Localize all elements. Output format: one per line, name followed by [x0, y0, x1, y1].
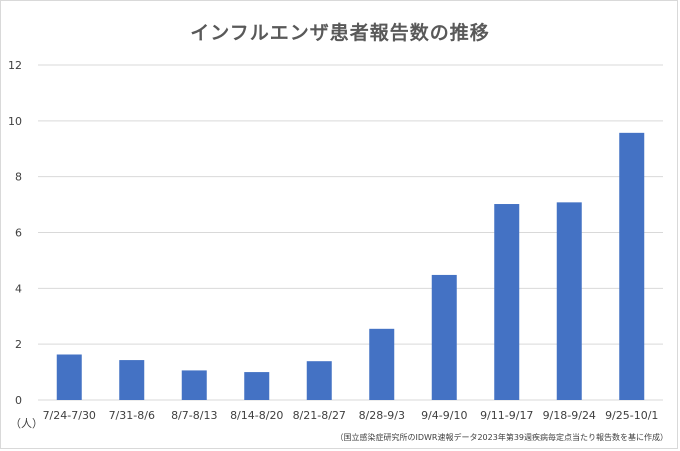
- y-tick-label: 4: [15, 282, 22, 295]
- bar-0: [56, 354, 82, 400]
- x-tick-label: 7/24-7/30: [43, 409, 96, 422]
- bar-3: [244, 372, 270, 400]
- x-axis-ticks: 7/24-7/30 7/31-8/6 8/7-8/13 8/14-8/20 8/21-8…: [43, 409, 659, 422]
- x-tick-label: 9/18-9/24: [543, 409, 596, 422]
- bar-1: [119, 360, 145, 400]
- y-tick-label: 2: [15, 338, 22, 351]
- bars: [56, 132, 645, 400]
- x-tick-label: 9/4-9/10: [421, 409, 467, 422]
- bar-7: [494, 204, 520, 400]
- x-tick-label: 8/7-8/13: [171, 409, 217, 422]
- x-tick-label: 8/28-9/3: [359, 409, 405, 422]
- x-tick-label: 9/25-10/1: [605, 409, 658, 422]
- bar-4: [306, 361, 332, 400]
- bar-6: [431, 274, 457, 400]
- bar-2: [181, 370, 207, 400]
- y-tick-label: 6: [15, 227, 22, 240]
- x-tick-label: 8/21-8/27: [293, 409, 346, 422]
- y-tick-label: 10: [8, 115, 22, 128]
- x-tick-label: 7/31-8/6: [109, 409, 155, 422]
- y-axis-ticks: 0 2 4 6 8 10 12: [8, 59, 22, 407]
- bar-8: [556, 202, 582, 400]
- y-tick-label: 12: [8, 59, 22, 72]
- y-tick-label: 8: [15, 171, 22, 184]
- x-tick-label: 9/11-9/17: [480, 409, 533, 422]
- y-tick-label: 0: [15, 394, 22, 407]
- bar-9: [619, 132, 645, 400]
- chart-title: インフルエンザ患者報告数の推移: [190, 22, 490, 44]
- bar-5: [369, 328, 395, 400]
- y-axis-unit-label: （人）: [10, 417, 43, 430]
- x-tick-label: 8/14-8/20: [230, 409, 283, 422]
- source-note: （国立感染症研究所のIDWR速報データ2023年第39週疾病毎定点当たり報告数を…: [335, 433, 668, 442]
